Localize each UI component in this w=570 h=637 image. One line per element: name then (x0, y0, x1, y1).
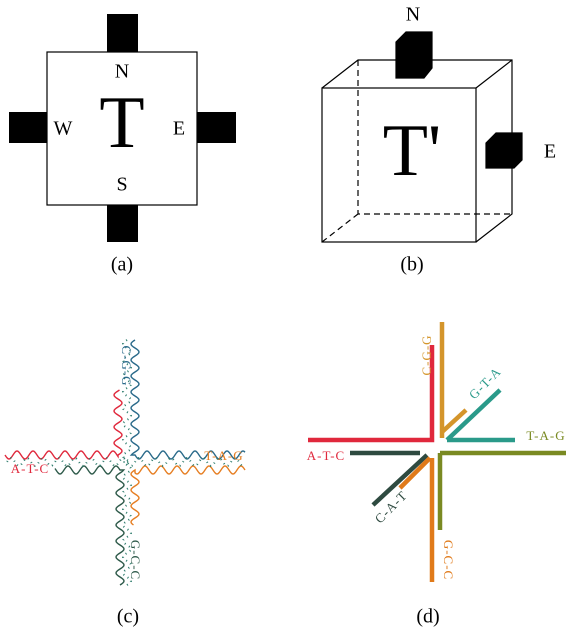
label: N (406, 4, 420, 26)
glue-w (9, 112, 47, 143)
glue-n (396, 32, 432, 78)
tile-name: T (99, 82, 144, 164)
label: E (173, 118, 185, 140)
label: S (116, 174, 127, 196)
strand-label: C-G-G (119, 345, 134, 386)
strand (308, 345, 432, 440)
strand (131, 466, 245, 525)
caption: (a) (111, 254, 133, 276)
strand-label: T-A-G (526, 428, 565, 443)
strand (440, 453, 566, 530)
tile-name: T' (383, 110, 442, 192)
strand-label: T-A-G (204, 448, 243, 463)
caption: (b) (400, 254, 423, 276)
strand (55, 466, 124, 585)
panel-d (308, 322, 566, 582)
glue-e (486, 133, 522, 168)
strand-label: G-C-C (128, 540, 143, 580)
strand-label: C-G-G (419, 334, 434, 375)
glue-n (107, 14, 138, 52)
figure: N W E S T (a) N E T' (b) C-G-G A-T-C T-A… (0, 0, 570, 637)
strand (5, 390, 122, 459)
strand (350, 453, 427, 505)
glue-s (107, 205, 138, 242)
caption: (c) (117, 606, 139, 628)
glue-e (197, 112, 236, 143)
label: N (115, 61, 129, 83)
strand (442, 410, 466, 432)
label: W (54, 118, 73, 140)
panel-a: N W E S T (a) (9, 14, 236, 276)
strand-label: A-T-C (307, 448, 345, 463)
strand-label: C-A-T (372, 488, 411, 527)
strand (131, 340, 245, 459)
strand-label: G-C-C (441, 540, 456, 580)
caption: (d) (416, 606, 439, 628)
strand (5, 340, 131, 466)
strand (447, 390, 515, 440)
strand-label: G-T-A (466, 364, 504, 402)
label: E (544, 141, 556, 163)
strand-label: A-T-C (11, 461, 49, 476)
